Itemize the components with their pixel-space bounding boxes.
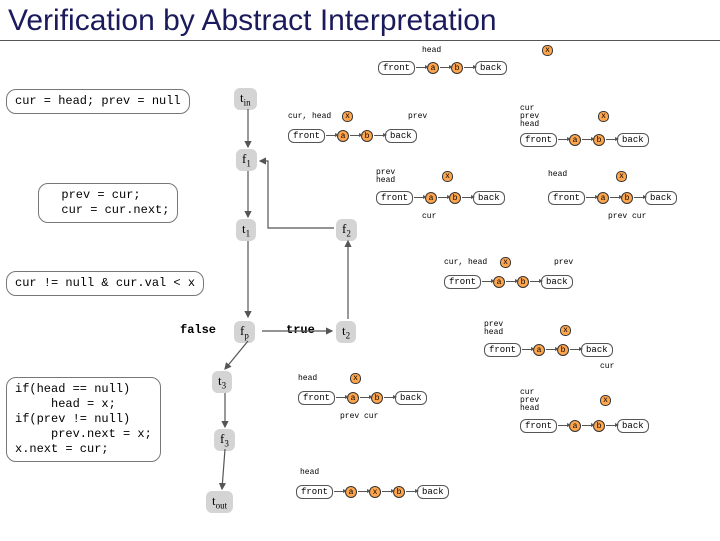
page-title: Verification by Abstract Interpretation (0, 0, 720, 41)
code-advance: prev = cur; cur = cur.next; (38, 183, 178, 223)
state-f1-right: cur prev head x frontabback (520, 101, 649, 157)
label-false: false (180, 323, 216, 337)
code-init: cur = head; prev = null (6, 89, 190, 114)
code-insert: if(head == null) head = x; if(prev != nu… (6, 377, 161, 462)
t-in: tin (234, 88, 257, 110)
state-f2-right: head x frontabback prev cur (548, 169, 677, 215)
state-tout: head frontaxbback (296, 469, 449, 509)
t-out: tout (206, 491, 233, 513)
state-tin: head x frontabback (378, 47, 507, 85)
f-1: f1 (236, 149, 257, 171)
f-2: f2 (336, 219, 357, 241)
t-3: t3 (212, 371, 232, 393)
label-true: true (286, 323, 315, 337)
t-1: t1 (236, 219, 256, 241)
state-f2-left: prev head x frontabback cur (376, 169, 505, 215)
t-2: t2 (336, 321, 356, 343)
f-3: f3 (214, 429, 235, 451)
diagram-stage: cur = head; prev = null prev = cur; cur … (0, 41, 720, 541)
state-t2-top: cur, head x prev frontabback (444, 253, 573, 299)
state-t3-left: head x frontabback prev cur (298, 373, 427, 415)
state-f1-left: cur, head x prev frontabback (288, 101, 417, 153)
code-cond: cur != null & cur.val < x (6, 271, 204, 296)
f-p: fp (234, 321, 255, 343)
state-t2-bottom: prev head x frontabback cur (484, 321, 613, 367)
state-t3-right: cur prev head x frontabback (520, 389, 649, 443)
